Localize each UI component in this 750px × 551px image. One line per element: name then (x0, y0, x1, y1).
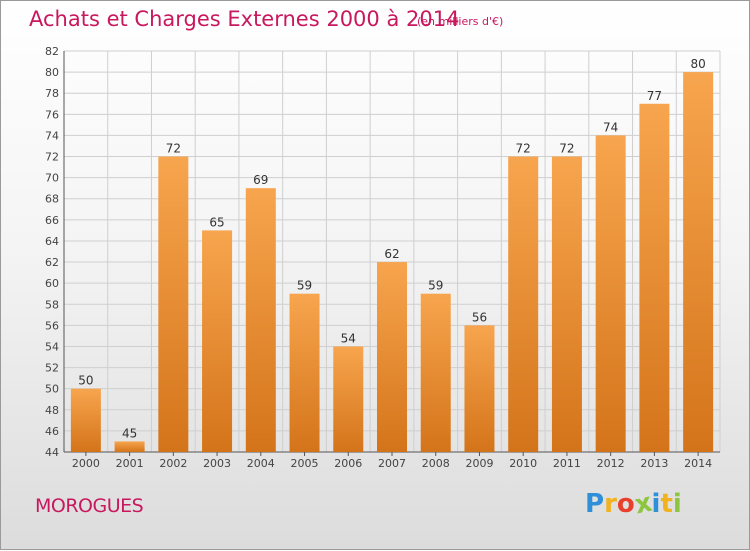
x-tick-label: 2004 (247, 457, 275, 470)
x-tick-label: 2014 (684, 457, 712, 470)
bars (70, 72, 714, 453)
x-tick-label: 2008 (422, 457, 450, 470)
logo-letter: t (660, 489, 673, 519)
x-tick-label: 2000 (72, 457, 100, 470)
y-tick-label: 60 (45, 277, 59, 290)
x-tick-label: 2007 (378, 457, 406, 470)
place-name: MOROGUES (35, 495, 144, 517)
data-label: 77 (647, 89, 662, 103)
bar (377, 262, 407, 452)
y-tick-label: 50 (45, 383, 59, 396)
chart-subtitle: (en milliers d'€) (417, 15, 504, 28)
data-label: 69 (253, 173, 268, 187)
x-tick-label: 2001 (116, 457, 144, 470)
y-tick-label: 72 (45, 151, 59, 164)
y-tick-label: 54 (45, 340, 59, 353)
y-tick-label: 66 (45, 214, 59, 227)
bar (245, 188, 276, 452)
logo-letter: i (651, 489, 661, 519)
data-label: 59 (297, 279, 312, 293)
data-label: 65 (209, 215, 224, 229)
x-tick-label: 2011 (553, 457, 581, 470)
logo-letter: P (585, 489, 605, 519)
bar (464, 325, 495, 452)
y-tick-label: 78 (45, 87, 59, 100)
y-tick-label: 64 (45, 235, 59, 248)
x-tick-label: 2002 (159, 457, 187, 470)
data-label: 54 (341, 331, 356, 345)
bar (420, 293, 451, 452)
bar (639, 103, 670, 453)
bar (202, 230, 233, 452)
data-label: 80 (690, 57, 705, 71)
x-tick-label: 2009 (465, 457, 493, 470)
axes: 44 46 48 50 52 54 56 58 60 62 64 66 68 70 72 74 76 78 80 82… (45, 45, 720, 470)
data-label: 72 (516, 142, 531, 156)
x-tick-label: 2013 (640, 457, 668, 470)
bar (551, 156, 582, 453)
chart-title: Achats et Charges Externes 2000 à 2014 (29, 7, 460, 31)
data-label: 62 (384, 247, 399, 261)
x-tick-label: 2005 (291, 457, 319, 470)
data-labels: 50 45 72 65 69 59 54 62 59 56 72 72 74 77 80 (78, 57, 706, 440)
y-tick-label: 74 (45, 129, 59, 142)
y-tick-label: 48 (45, 404, 59, 417)
y-tick-label: 56 (45, 319, 59, 332)
y-tick-label: 76 (45, 108, 59, 121)
y-tick-label: 80 (45, 66, 59, 79)
bar (333, 346, 364, 452)
data-label: 74 (603, 120, 618, 134)
bar (595, 135, 626, 452)
y-tick-label: 82 (45, 45, 59, 58)
bar (683, 72, 714, 453)
proxiti-logo: Proxiti (585, 488, 682, 521)
data-label: 72 (166, 142, 181, 156)
bar (508, 156, 539, 453)
y-tick-label: 62 (45, 256, 59, 269)
x-tick-label: 2003 (203, 457, 231, 470)
x-tick-label: 2006 (334, 457, 362, 470)
logo-letter: i (672, 489, 682, 519)
data-label: 56 (472, 310, 487, 324)
y-tick-label: 58 (45, 298, 59, 311)
y-tick-label: 44 (45, 446, 59, 459)
y-tick-label: 70 (45, 172, 59, 185)
bar (289, 293, 320, 452)
bar (158, 156, 189, 453)
data-label: 45 (122, 426, 137, 440)
x-tick-label: 2012 (597, 457, 625, 470)
bar (70, 388, 101, 452)
data-label: 72 (559, 142, 574, 156)
logo-letter: o (616, 489, 635, 519)
x-tick-label: 2010 (509, 457, 537, 470)
y-tick-label: 68 (45, 193, 59, 206)
logo-letter: r (604, 489, 617, 519)
y-tick-label: 52 (45, 362, 59, 375)
data-label: 50 (78, 374, 93, 388)
bar (114, 441, 145, 452)
data-label: 59 (428, 279, 443, 293)
y-tick-label: 46 (45, 425, 59, 438)
